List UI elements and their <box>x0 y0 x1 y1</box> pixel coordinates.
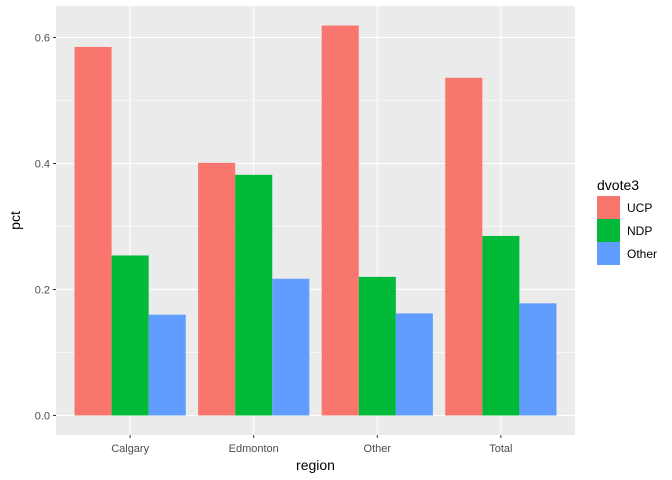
legend-key-ndp <box>597 219 620 242</box>
x-axis-title: region <box>296 457 335 473</box>
y-tick-label: 0.2 <box>35 284 50 296</box>
x-tick-label: Calgary <box>111 443 149 455</box>
x-tick-label: Total <box>489 443 512 455</box>
bar-total-ucp <box>445 77 483 416</box>
legend: dvote3 UCP NDP Other <box>597 177 657 265</box>
bar-edmonton-ndp <box>235 174 273 416</box>
y-axis-ticks: 0.0 0.2 0.4 0.6 <box>35 32 56 422</box>
bar-calgary-ndp <box>111 255 149 416</box>
bar-calgary-ucp <box>74 46 112 416</box>
legend-label: UCP <box>627 201 652 215</box>
bar-total-ndp <box>482 235 520 416</box>
bar-other-other <box>395 313 433 416</box>
bar-edmonton-ucp <box>198 162 236 416</box>
bar-calgary-other <box>148 314 186 416</box>
legend-label: Other <box>627 247 657 261</box>
x-axis-ticks: Calgary Edmonton Other Total <box>111 435 512 455</box>
bar-other-ucp <box>321 25 359 416</box>
y-axis-title: pct <box>7 211 23 230</box>
bars <box>74 25 557 416</box>
y-tick-label: 0.6 <box>35 32 50 44</box>
x-tick-label: Other <box>364 443 392 455</box>
legend-key-other <box>597 242 620 265</box>
legend-key-ucp <box>597 196 620 219</box>
legend-label: NDP <box>627 224 652 238</box>
bar-total-other <box>519 303 557 416</box>
bar-other-ndp <box>358 276 396 416</box>
legend-title: dvote3 <box>597 177 639 193</box>
x-tick-label: Edmonton <box>229 443 279 455</box>
y-tick-label: 0.4 <box>35 158 50 170</box>
bar-edmonton-other <box>272 278 310 416</box>
y-tick-label: 0.0 <box>35 410 50 422</box>
